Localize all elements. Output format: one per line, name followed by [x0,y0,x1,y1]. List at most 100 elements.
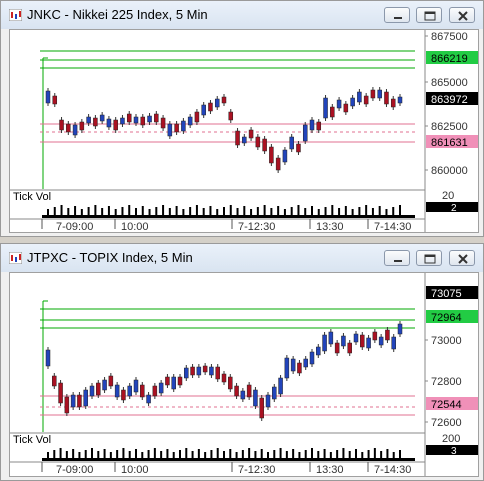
candle-body [167,123,173,137]
volume-label: Tick Vol [13,434,51,446]
candle-body [316,346,321,356]
price-chart[interactable]: 867500 865000 862500 860000 866219 863972 8616… [9,29,479,233]
candle-body [353,333,359,343]
title-bar[interactable]: JTPXC - TOPIX Index, 5 Min [1,244,483,272]
candle-body [385,329,390,341]
candle-body [120,117,125,125]
candle-body [126,113,132,123]
price-axis-label: 73000 [431,335,462,347]
candle-body [187,116,193,126]
candle-body [265,394,271,408]
price-badge [426,397,478,410]
window-title: JNKC - Nikkei 225 Index, 5 Min [27,7,208,22]
chart-canvas[interactable]: 867500 865000 862500 860000 866219 863972 8616… [10,30,479,233]
minimize-button[interactable] [384,250,410,266]
candle-body [99,114,105,122]
candle-body [228,111,234,121]
chart-canvas[interactable]: 73000 72800 72600 73075 72964 72544 Tick Vol 20… [10,273,479,477]
close-icon [458,11,468,21]
price-axis-label: 860000 [431,165,468,177]
volume-bar [229,449,232,460]
window-title: JTPXC - TOPIX Index, 5 Min [27,250,193,265]
close-button[interactable] [449,7,475,23]
candle-body [140,384,145,398]
volume-bar [59,448,62,460]
volume-bar [351,209,354,217]
close-button[interactable] [449,250,475,266]
time-axis-label: 13:30 [316,221,344,233]
volume-bar [135,208,137,217]
candle-body [190,366,195,376]
candle-body [86,116,91,124]
volume-bar [329,452,332,460]
candle-body [165,376,170,386]
volume-bar [304,208,307,217]
candle-body [360,334,365,348]
volume-bar [285,451,288,460]
volume-bar [248,448,251,460]
volume-bar [380,451,383,460]
volume-bar [216,448,219,460]
volume-bar [386,449,389,460]
price-badge [426,310,478,323]
price-chart[interactable]: 73000 72800 72600 73075 72964 72544 Tick Vol 20… [9,272,479,477]
candle-body [242,136,247,144]
volume-axis-label: 20 [442,190,454,202]
volume-baseline [42,215,415,218]
volume-bar [172,452,175,460]
title-bar[interactable]: JNKC - Nikkei 225 Index, 5 Min [1,1,483,29]
volume-bar [97,451,100,460]
candle-body [391,336,396,350]
volume-bar [279,448,282,460]
volume-bar [361,452,364,460]
volume-bar [392,207,395,217]
candle-body [64,396,70,414]
candle-body [330,106,335,118]
candle-body [255,136,261,148]
volume-bar [202,208,205,217]
time-axis-label: 7-14:30 [374,221,411,233]
price-badge-label: 73075 [431,288,462,300]
volume-bar [179,450,181,460]
minimize-button[interactable] [384,7,410,23]
volume-bar [141,452,144,460]
volume-bar [60,205,63,217]
chart-window-topix: JTPXC - TOPIX Index, 5 Min 73000 72800 726… [0,243,484,481]
candle-body [296,143,301,153]
candle-body [378,336,384,346]
candle-body [158,382,164,394]
candle-body [343,103,349,113]
restore-button[interactable] [416,7,442,23]
volume-bar [256,207,259,217]
candle-body [108,375,114,387]
candle-body [259,397,264,419]
candle-body [272,386,277,400]
volume-bar [243,206,246,217]
candle-body [196,366,202,376]
volume-bar [80,209,83,217]
volume-label: Tick Vol [13,191,51,203]
candle-body [397,323,403,335]
volume-bar [270,208,273,217]
candle-body [397,96,403,104]
volume-bar [260,449,263,460]
candle-body [370,89,376,99]
time-axis-label: 7-09:00 [56,221,93,233]
candle-body [154,113,159,123]
volume-bar [65,451,68,460]
price-badge [426,135,478,148]
candle-body [121,389,126,401]
time-axis-label: 13:30 [316,464,344,476]
candle-body [147,115,152,123]
candle-body [221,96,227,104]
volume-bar [185,448,188,460]
candle-body [96,382,101,396]
candle-body [177,376,183,386]
restore-button[interactable] [416,250,442,266]
volume-bar [216,209,219,217]
restore-icon [424,11,436,21]
volume-bar [331,205,334,217]
candle-body [152,385,158,397]
volume-bar [297,205,300,217]
candle-body [282,149,288,163]
